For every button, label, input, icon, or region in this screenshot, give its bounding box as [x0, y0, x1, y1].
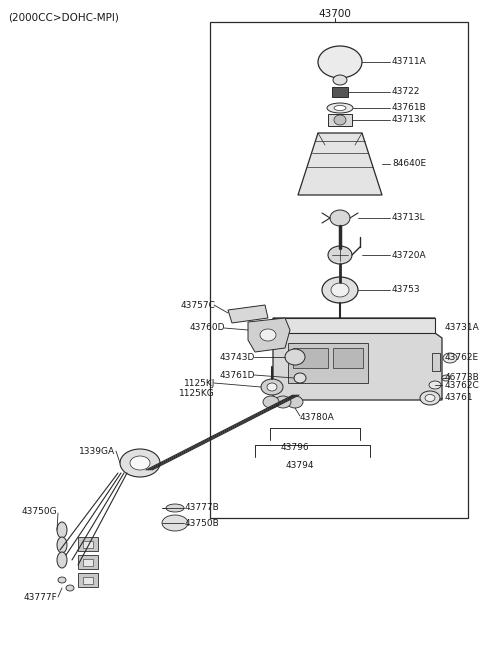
Ellipse shape: [442, 375, 450, 381]
Text: 43777B: 43777B: [185, 504, 220, 512]
Ellipse shape: [333, 75, 347, 85]
Ellipse shape: [425, 395, 435, 402]
Ellipse shape: [263, 396, 279, 408]
Ellipse shape: [66, 585, 74, 591]
Text: 43760D: 43760D: [190, 324, 225, 333]
Ellipse shape: [261, 379, 283, 395]
Ellipse shape: [327, 103, 353, 113]
Bar: [332, 87, 348, 97]
Text: 43731A: 43731A: [445, 324, 480, 333]
Ellipse shape: [443, 353, 457, 363]
Bar: [78, 573, 98, 587]
Text: 43750G: 43750G: [22, 508, 57, 517]
Text: 43796: 43796: [281, 443, 309, 452]
Bar: [333, 348, 363, 368]
Ellipse shape: [420, 391, 440, 405]
Polygon shape: [273, 318, 442, 400]
Polygon shape: [298, 133, 382, 195]
Text: 43720A: 43720A: [392, 250, 427, 259]
Text: 43700: 43700: [319, 9, 351, 19]
Ellipse shape: [287, 396, 303, 408]
Text: 43761D: 43761D: [219, 370, 255, 380]
Ellipse shape: [285, 349, 305, 365]
Bar: [288, 343, 368, 383]
Text: 1125KJ: 1125KJ: [184, 378, 215, 387]
Ellipse shape: [318, 46, 362, 78]
Text: 46773B: 46773B: [445, 374, 480, 382]
Text: 43762E: 43762E: [445, 354, 479, 363]
Ellipse shape: [275, 396, 291, 408]
Text: 43753: 43753: [392, 285, 420, 294]
Ellipse shape: [58, 577, 66, 583]
Ellipse shape: [57, 537, 67, 553]
Text: 43757C: 43757C: [180, 300, 215, 309]
Text: 1125KG: 1125KG: [179, 389, 215, 398]
Ellipse shape: [162, 515, 188, 531]
Ellipse shape: [267, 383, 277, 391]
Polygon shape: [228, 305, 268, 323]
Ellipse shape: [294, 373, 306, 383]
Bar: [78, 555, 98, 569]
Ellipse shape: [166, 504, 184, 512]
Ellipse shape: [331, 283, 349, 297]
Bar: [78, 537, 98, 551]
Ellipse shape: [57, 522, 67, 538]
Ellipse shape: [328, 246, 352, 264]
Text: 43780A: 43780A: [300, 413, 335, 421]
Text: 43722: 43722: [392, 88, 420, 96]
Bar: [432, 353, 440, 371]
Text: 43762C: 43762C: [445, 380, 480, 389]
Text: 43761: 43761: [445, 393, 474, 402]
Bar: [83, 541, 93, 548]
Bar: [293, 348, 328, 368]
Text: 43794: 43794: [286, 460, 314, 469]
Text: 43750B: 43750B: [185, 519, 220, 528]
Ellipse shape: [130, 456, 150, 470]
Text: 43713L: 43713L: [392, 213, 426, 222]
Text: 84640E: 84640E: [392, 159, 426, 168]
Ellipse shape: [429, 381, 441, 389]
Text: 43743D: 43743D: [220, 352, 255, 361]
Text: 43777F: 43777F: [23, 593, 57, 603]
Ellipse shape: [330, 210, 350, 226]
Text: 43711A: 43711A: [392, 57, 427, 66]
Text: 43761B: 43761B: [392, 103, 427, 112]
Ellipse shape: [334, 105, 346, 110]
Ellipse shape: [334, 115, 346, 125]
Polygon shape: [248, 318, 290, 352]
Bar: [273, 318, 435, 333]
Polygon shape: [328, 114, 352, 126]
Text: 43713K: 43713K: [392, 116, 427, 125]
Ellipse shape: [260, 329, 276, 341]
Ellipse shape: [57, 552, 67, 568]
Bar: [83, 577, 93, 584]
Bar: [83, 559, 93, 566]
Text: (2000CC>DOHC-MPI): (2000CC>DOHC-MPI): [8, 13, 119, 23]
Ellipse shape: [322, 277, 358, 303]
Text: 1339GA: 1339GA: [79, 447, 115, 456]
Bar: [210, 22, 468, 518]
Ellipse shape: [120, 449, 160, 477]
